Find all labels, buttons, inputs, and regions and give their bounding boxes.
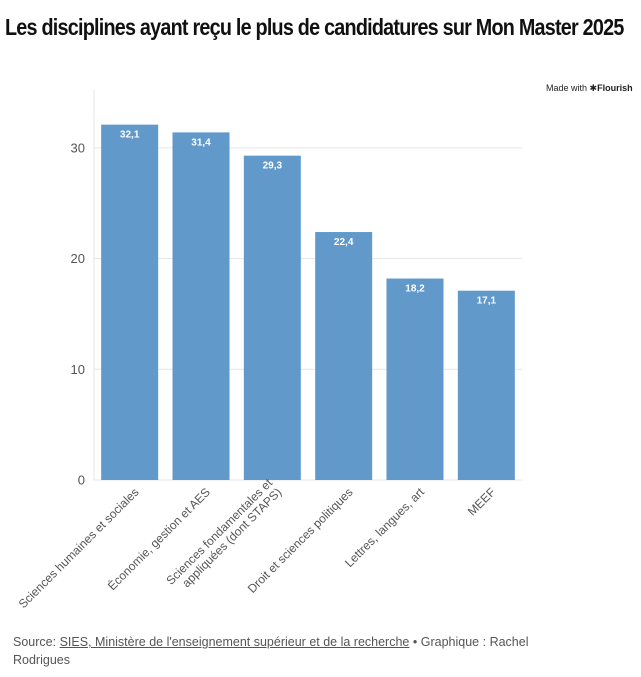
flourish-brand-label: Flourish (597, 83, 633, 93)
bar (243, 155, 301, 481)
chart-footer: Source: SIES, Ministère de l'enseignemen… (13, 633, 533, 669)
y-tick-label: 10 (71, 362, 85, 377)
source-link[interactable]: SIES, Ministère de l'enseignement supéri… (59, 635, 410, 649)
x-tick-label-line: Lettres, langues, art (342, 485, 427, 570)
footer-separator: • (412, 635, 418, 649)
bar (315, 232, 373, 480)
x-tick-label: Sciences humaines et sociales (16, 485, 142, 611)
x-tick-label: MEEF (465, 485, 498, 518)
bar (172, 132, 230, 481)
bar-value-label: 17,1 (477, 296, 497, 307)
credit-name: Rachel Rodrigues (13, 635, 529, 667)
bar-value-label: 31,4 (191, 137, 211, 148)
flourish-logo-icon: ✱ (589, 83, 598, 93)
y-tick-label: 20 (71, 251, 85, 266)
bar-chart: 0 10 20 30 32,1 Sciences humaines et sociales… (16, 90, 522, 611)
y-tick-label: 0 (78, 473, 85, 488)
bar-value-label: 32,1 (120, 130, 140, 141)
bar (101, 124, 159, 480)
x-tick-label-line: Sciences humaines et sociales (16, 485, 142, 611)
source-label: Source: (13, 635, 57, 649)
made-with-flourish-badge[interactable]: Made with ✱Flourish (546, 83, 633, 94)
chart-title: Les disciplines ayant reçu le plus de ca… (5, 14, 624, 40)
made-with-label: Made with (546, 83, 588, 93)
bar (386, 278, 444, 480)
bar (457, 290, 515, 480)
credit-label: Graphique : (420, 635, 487, 649)
x-tick-label-line: MEEF (465, 485, 498, 518)
y-tick-label: 30 (71, 140, 85, 155)
bar-value-label: 29,3 (263, 161, 283, 172)
bar-value-label: 22,4 (334, 237, 354, 248)
x-tick-label: Lettres, langues, art (342, 485, 427, 570)
bar-value-label: 18,2 (405, 284, 425, 295)
